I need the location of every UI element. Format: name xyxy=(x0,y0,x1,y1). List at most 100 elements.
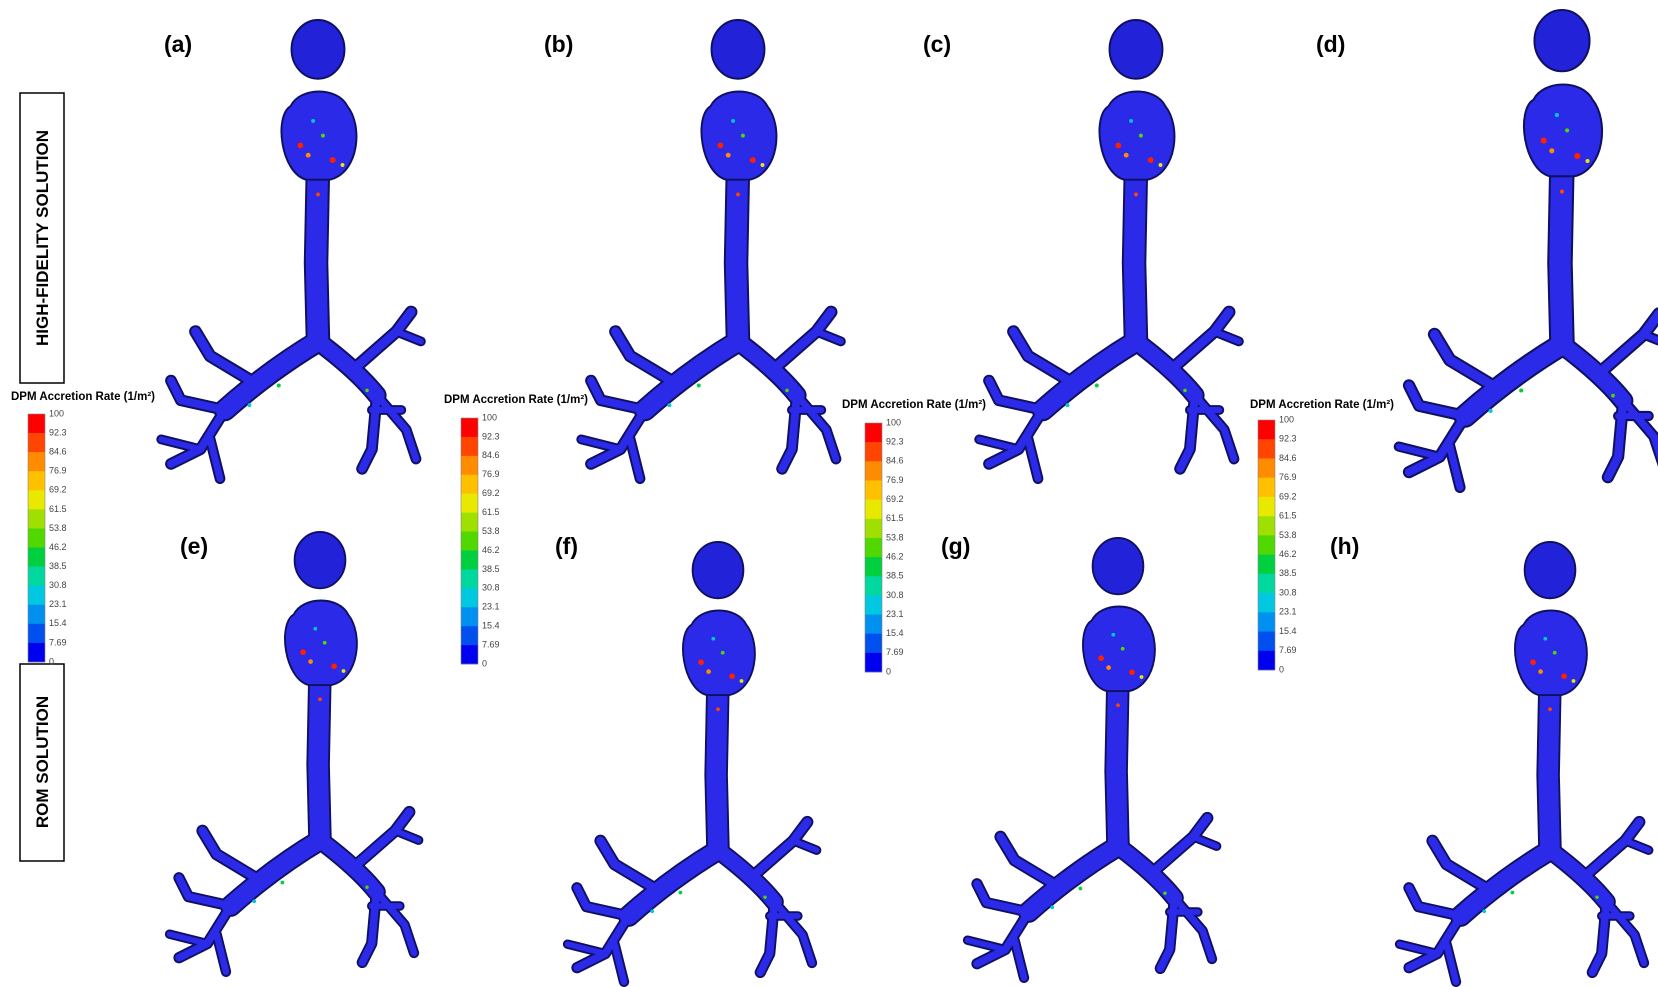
airway-image xyxy=(979,20,1239,479)
colorbar-tick-label: 15.4 xyxy=(886,628,904,638)
colorbar-segment xyxy=(1258,497,1275,517)
colorbar-tick-label: 69.2 xyxy=(49,485,67,495)
row-label: HIGH-FIDELITY SOLUTION xyxy=(33,130,52,346)
colorbar-tick-label: 84.6 xyxy=(886,456,904,466)
colorbar-segment xyxy=(461,588,478,607)
colorbar-segment xyxy=(1258,593,1275,613)
colorbar-tick-label: 38.5 xyxy=(886,571,904,581)
colorbar-segment xyxy=(28,643,45,662)
page: HIGH-FIDELITY SOLUTION ROM SOLUTION (a) (… xyxy=(0,0,1658,987)
colorbar-tick-label: 30.8 xyxy=(886,590,904,600)
colorbar-segment xyxy=(865,423,882,442)
colorbar-tick-label: 76.9 xyxy=(886,475,904,485)
row-label: ROM SOLUTION xyxy=(33,696,52,828)
colorbar-segment xyxy=(865,653,882,672)
panel-label: (c) xyxy=(923,31,951,57)
colorbar-tick-label: 15.4 xyxy=(482,621,500,631)
colorbar-tick-label: 92.3 xyxy=(49,427,67,437)
colorbar-segment xyxy=(1258,632,1275,652)
airway-image xyxy=(581,20,841,479)
colorbar-segment xyxy=(461,626,478,645)
colorbar-tick-label: 23.1 xyxy=(886,609,904,619)
colorbar-tick-label: 84.6 xyxy=(482,450,500,460)
colorbar-segment xyxy=(28,471,45,490)
colorbar-segment xyxy=(461,550,478,569)
colorbar-tick-label: 23.1 xyxy=(482,602,500,612)
colorbar-segment xyxy=(865,538,882,557)
colorbar-tick-label: 69.2 xyxy=(886,494,904,504)
colorbar-segment xyxy=(865,615,882,634)
colorbar-tick-label: 100 xyxy=(49,408,64,418)
colorbar-segment xyxy=(28,586,45,605)
colorbar-title: DPM Accretion Rate (1/m²) xyxy=(444,394,588,406)
colorbar-segment xyxy=(461,569,478,588)
colorbar-segment xyxy=(1258,651,1275,671)
colorbar-tick-label: 38.5 xyxy=(49,561,67,571)
airway-image xyxy=(568,542,817,982)
colorbar-tick-label: 7.69 xyxy=(482,639,500,649)
colorbar-segment xyxy=(461,532,478,551)
colorbar-tick-label: 61.5 xyxy=(886,513,904,523)
colorbar-tick-label: 61.5 xyxy=(49,504,67,514)
colorbar-tick-label: 23.1 xyxy=(49,599,67,609)
airway-image xyxy=(170,532,419,972)
colorbar-tick-label: 92.3 xyxy=(1279,434,1297,444)
colorbar-title: DPM Accretion Rate (1/m²) xyxy=(11,391,155,403)
colorbar-segment xyxy=(865,557,882,576)
colorbar-segment xyxy=(865,595,882,614)
colorbar-tick-label: 30.8 xyxy=(49,580,67,590)
colorbar-tick-label: 61.5 xyxy=(1279,511,1297,521)
panel-label: (d) xyxy=(1316,31,1345,57)
colorbar-segment xyxy=(865,500,882,519)
colorbar-tick-label: 92.3 xyxy=(482,431,500,441)
colorbar-tick-label: 0 xyxy=(886,666,891,676)
colorbar-tick-label: 30.8 xyxy=(482,583,500,593)
colorbar-tick-label: 84.6 xyxy=(1279,453,1297,463)
colorbar-segment xyxy=(461,437,478,456)
colorbar-segment xyxy=(461,456,478,475)
airway-image xyxy=(1400,542,1649,982)
colorbar-segment xyxy=(1258,555,1275,575)
colorbar-tick-label: 100 xyxy=(1279,414,1294,424)
colorbar-tick-label: 0 xyxy=(49,656,54,666)
colorbar-segment xyxy=(28,414,45,433)
colorbar-tick-label: 46.2 xyxy=(886,551,904,561)
panel-label: (g) xyxy=(941,533,970,559)
colorbar-segment xyxy=(1258,478,1275,498)
colorbar-segment xyxy=(461,513,478,532)
colorbar-title: DPM Accretion Rate (1/m²) xyxy=(842,399,986,411)
colorbar-segment xyxy=(1258,535,1275,555)
colorbar-tick-label: 7.69 xyxy=(49,637,67,647)
colorbar-segment xyxy=(461,607,478,626)
colorbar-segment xyxy=(28,605,45,624)
colorbar-segment xyxy=(865,576,882,595)
colorbar-segment xyxy=(1258,439,1275,459)
colorbar-tick-label: 76.9 xyxy=(482,469,500,479)
panel-label: (h) xyxy=(1330,533,1359,559)
colorbar-tick-label: 38.5 xyxy=(482,564,500,574)
figure: HIGH-FIDELITY SOLUTION ROM SOLUTION (a) (… xyxy=(0,0,1658,987)
colorbar-segment xyxy=(865,461,882,480)
colorbar-tick-label: 38.5 xyxy=(1279,568,1297,578)
colorbar-tick-label: 15.4 xyxy=(1279,626,1297,636)
colorbar-segment xyxy=(865,480,882,499)
colorbar-tick-label: 30.8 xyxy=(1279,587,1297,597)
colorbar-segment xyxy=(1258,574,1275,594)
colorbar-tick-label: 53.8 xyxy=(482,526,500,536)
colorbar-tick-label: 23.1 xyxy=(1279,607,1297,617)
colorbar-tick-label: 61.5 xyxy=(482,507,500,517)
panel-label: (b) xyxy=(544,31,573,57)
colorbar-tick-label: 53.8 xyxy=(886,532,904,542)
colorbar-segment xyxy=(28,567,45,586)
colorbar-segment xyxy=(28,490,45,509)
colorbar-tick-label: 7.69 xyxy=(1279,645,1297,655)
colorbar-tick-label: 69.2 xyxy=(1279,491,1297,501)
colorbar-tick-label: 7.69 xyxy=(886,647,904,657)
colorbar-segment xyxy=(1258,612,1275,632)
colorbar-tick-label: 100 xyxy=(886,417,901,427)
colorbar-tick-label: 76.9 xyxy=(49,466,67,476)
colorbar-tick-label: 0 xyxy=(482,658,487,668)
panel-label: (a) xyxy=(164,31,192,57)
colorbar-tick-label: 0 xyxy=(1279,664,1284,674)
colorbar-tick-label: 46.2 xyxy=(1279,549,1297,559)
